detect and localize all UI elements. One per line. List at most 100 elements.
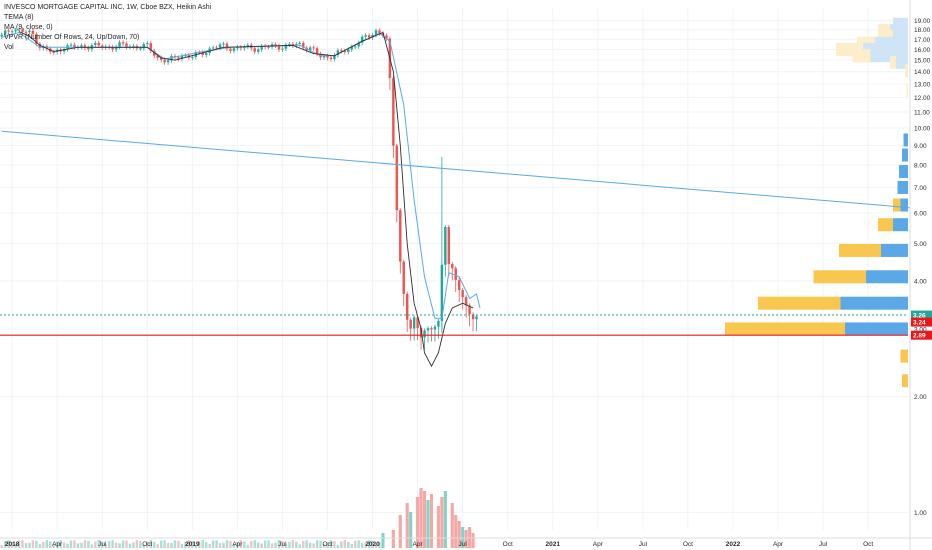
volume-bar	[253, 540, 256, 548]
candle-body	[118, 42, 121, 47]
candle-body	[132, 45, 135, 47]
trend-line[interactable]	[1, 130, 910, 209]
candle-body	[94, 42, 97, 46]
volume-bar	[263, 540, 267, 548]
volume-bar	[378, 542, 381, 548]
volume-bar	[360, 542, 364, 548]
volume-bar	[73, 540, 76, 548]
volume-bar	[471, 533, 475, 548]
volume-bar	[55, 541, 59, 548]
candle-body	[430, 328, 433, 330]
candle-body	[0, 34, 3, 37]
volume-bar	[35, 540, 38, 548]
vpvr-down-bar	[906, 84, 908, 98]
candle-body	[14, 29, 17, 32]
volume-bar	[243, 541, 246, 548]
y-tick-label: 6.00	[914, 211, 927, 218]
legend-tema[interactable]: TEMA (8)	[4, 14, 34, 21]
volume-bar	[222, 542, 225, 548]
volume-bar	[357, 540, 360, 548]
y-tick-label: 19.00	[914, 18, 931, 25]
candle-body	[385, 35, 388, 39]
candle-body	[191, 57, 194, 59]
volume-bar	[409, 512, 413, 548]
volume-bar	[256, 542, 260, 548]
volume-bar	[270, 543, 274, 548]
candle-body	[468, 305, 471, 315]
candle-body	[322, 55, 326, 58]
volume-bar	[374, 543, 378, 548]
x-tick-label: 2018	[5, 541, 20, 548]
volume-bar	[232, 544, 236, 548]
legend-vpvr[interactable]: VPVR (Number Of Rows, 24, Up/Down, 70)	[4, 34, 140, 41]
candle-body	[38, 43, 42, 49]
volume-bar	[142, 544, 146, 548]
volume-bar	[10, 542, 14, 548]
volume-bar	[298, 544, 301, 548]
y-tick-label: 8.00	[914, 163, 927, 170]
volume-bar	[422, 491, 427, 548]
volume-bar	[76, 543, 80, 548]
candle-body	[246, 44, 250, 47]
volume-bar	[149, 540, 152, 548]
candle-body	[111, 47, 114, 50]
x-tick-label: Apr	[52, 541, 63, 548]
y-tick-label: 17.00	[914, 37, 931, 44]
volume-bar	[111, 540, 114, 548]
candle-body	[406, 293, 409, 320]
volume-bar	[391, 530, 395, 548]
volume-bar	[80, 542, 83, 548]
candle-body	[475, 316, 478, 320]
candle-body	[350, 46, 353, 50]
volume-bar	[114, 542, 118, 548]
legend-vol[interactable]: Vol	[4, 44, 14, 51]
candle-body	[215, 47, 218, 49]
volume-bar	[274, 542, 277, 548]
candle-body	[229, 48, 232, 51]
volume-bar	[367, 540, 371, 548]
volume-bar	[94, 541, 97, 548]
price-tag-label: 3.24	[913, 319, 926, 326]
x-tick-label: Apr	[232, 541, 243, 548]
volume-bar	[302, 540, 305, 548]
candle-body	[457, 280, 461, 291]
candle-body	[447, 227, 451, 265]
candle-body	[97, 42, 100, 46]
candle-body	[329, 57, 333, 60]
candle-body	[395, 145, 399, 211]
y-tick-label: 12.00	[914, 95, 931, 102]
candle-body	[454, 268, 457, 281]
price-tag-bg	[911, 330, 932, 340]
volume-bar	[107, 540, 111, 548]
candle-body	[288, 43, 291, 45]
candle-body	[177, 57, 180, 59]
candle-body	[364, 35, 367, 37]
volume-bar	[215, 540, 218, 548]
volume-bar	[239, 540, 243, 548]
volume-bar	[281, 540, 284, 548]
candle-body	[471, 314, 475, 320]
candle-body	[114, 46, 118, 50]
legend-ma[interactable]: MA (9, close, 0)	[4, 24, 53, 31]
volume-bar	[52, 544, 55, 548]
y-tick-label: 5.00	[914, 241, 927, 248]
volume-bar	[464, 530, 468, 548]
vpvr-up-bar	[866, 270, 908, 284]
volume-bar	[371, 540, 374, 548]
candle-body	[10, 31, 14, 33]
volume-bar	[83, 540, 87, 548]
x-tick-label: Apr	[773, 541, 784, 548]
candle-body	[125, 43, 128, 47]
legend-title[interactable]: INVESCO MORTGAGE CAPITAL INC, 1W, Cboe B…	[4, 4, 212, 11]
candle-body	[360, 36, 364, 43]
candle-body	[354, 46, 357, 48]
candle-body	[267, 46, 270, 48]
candle-body	[416, 317, 419, 328]
volume-bar	[267, 540, 270, 548]
volume-bar	[69, 540, 73, 548]
candle-body	[433, 326, 437, 330]
volume-bar	[159, 540, 163, 548]
candle-body	[426, 328, 430, 331]
